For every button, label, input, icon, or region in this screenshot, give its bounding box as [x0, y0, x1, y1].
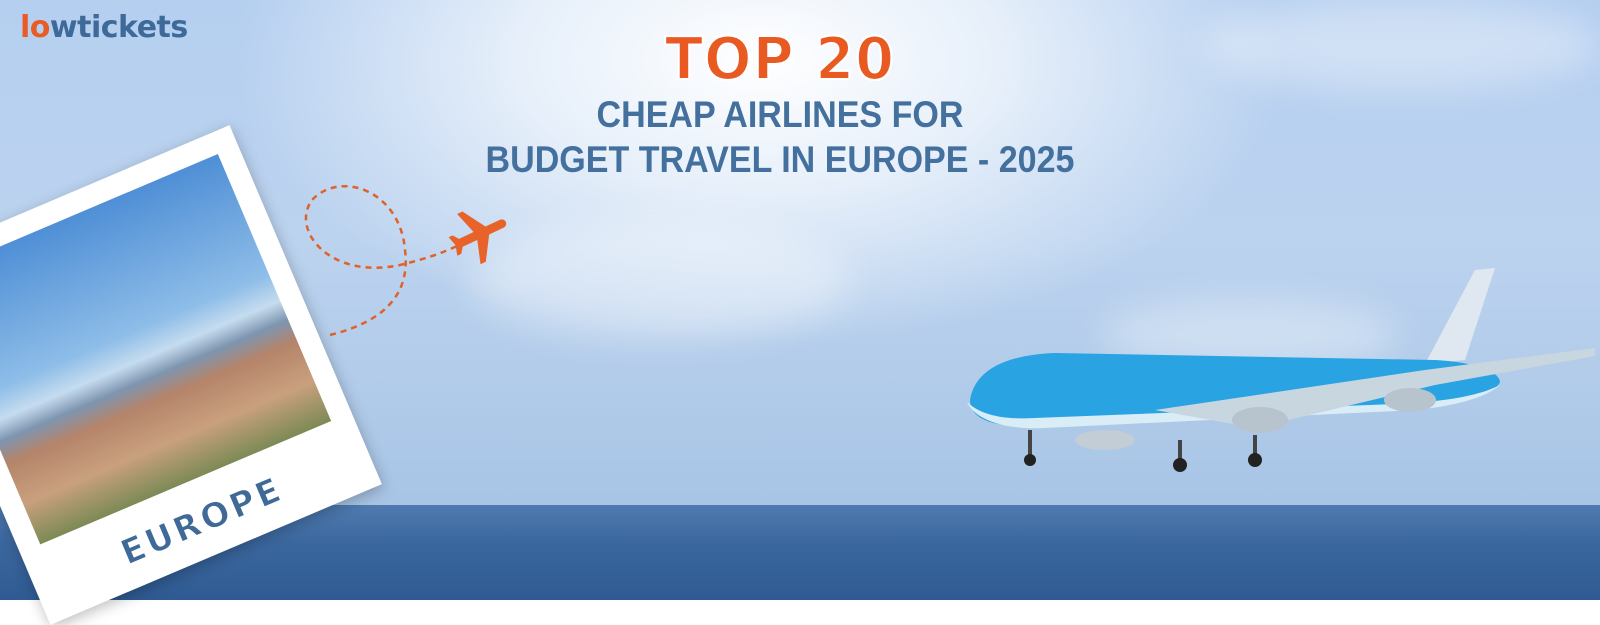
jumbo-jet: [967, 268, 1595, 472]
logo[interactable]: lowtickets: [20, 10, 188, 45]
cloud: [470, 220, 850, 340]
dashed-flight-path: [304, 184, 466, 337]
headline-top: TOP 20: [664, 25, 896, 94]
cloud: [1200, 0, 1600, 90]
location-pin-plane-icon: o: [29, 10, 51, 45]
headline-line2: BUDGET TRAVEL IN EUROPE - 2025: [485, 139, 1075, 180]
airplane-icon: [448, 211, 507, 265]
headline: TOP 20 CHEAP AIRLINES FOR BUDGET TRAVEL …: [430, 25, 1130, 182]
headline-line1: CHEAP AIRLINES FOR: [596, 94, 964, 135]
